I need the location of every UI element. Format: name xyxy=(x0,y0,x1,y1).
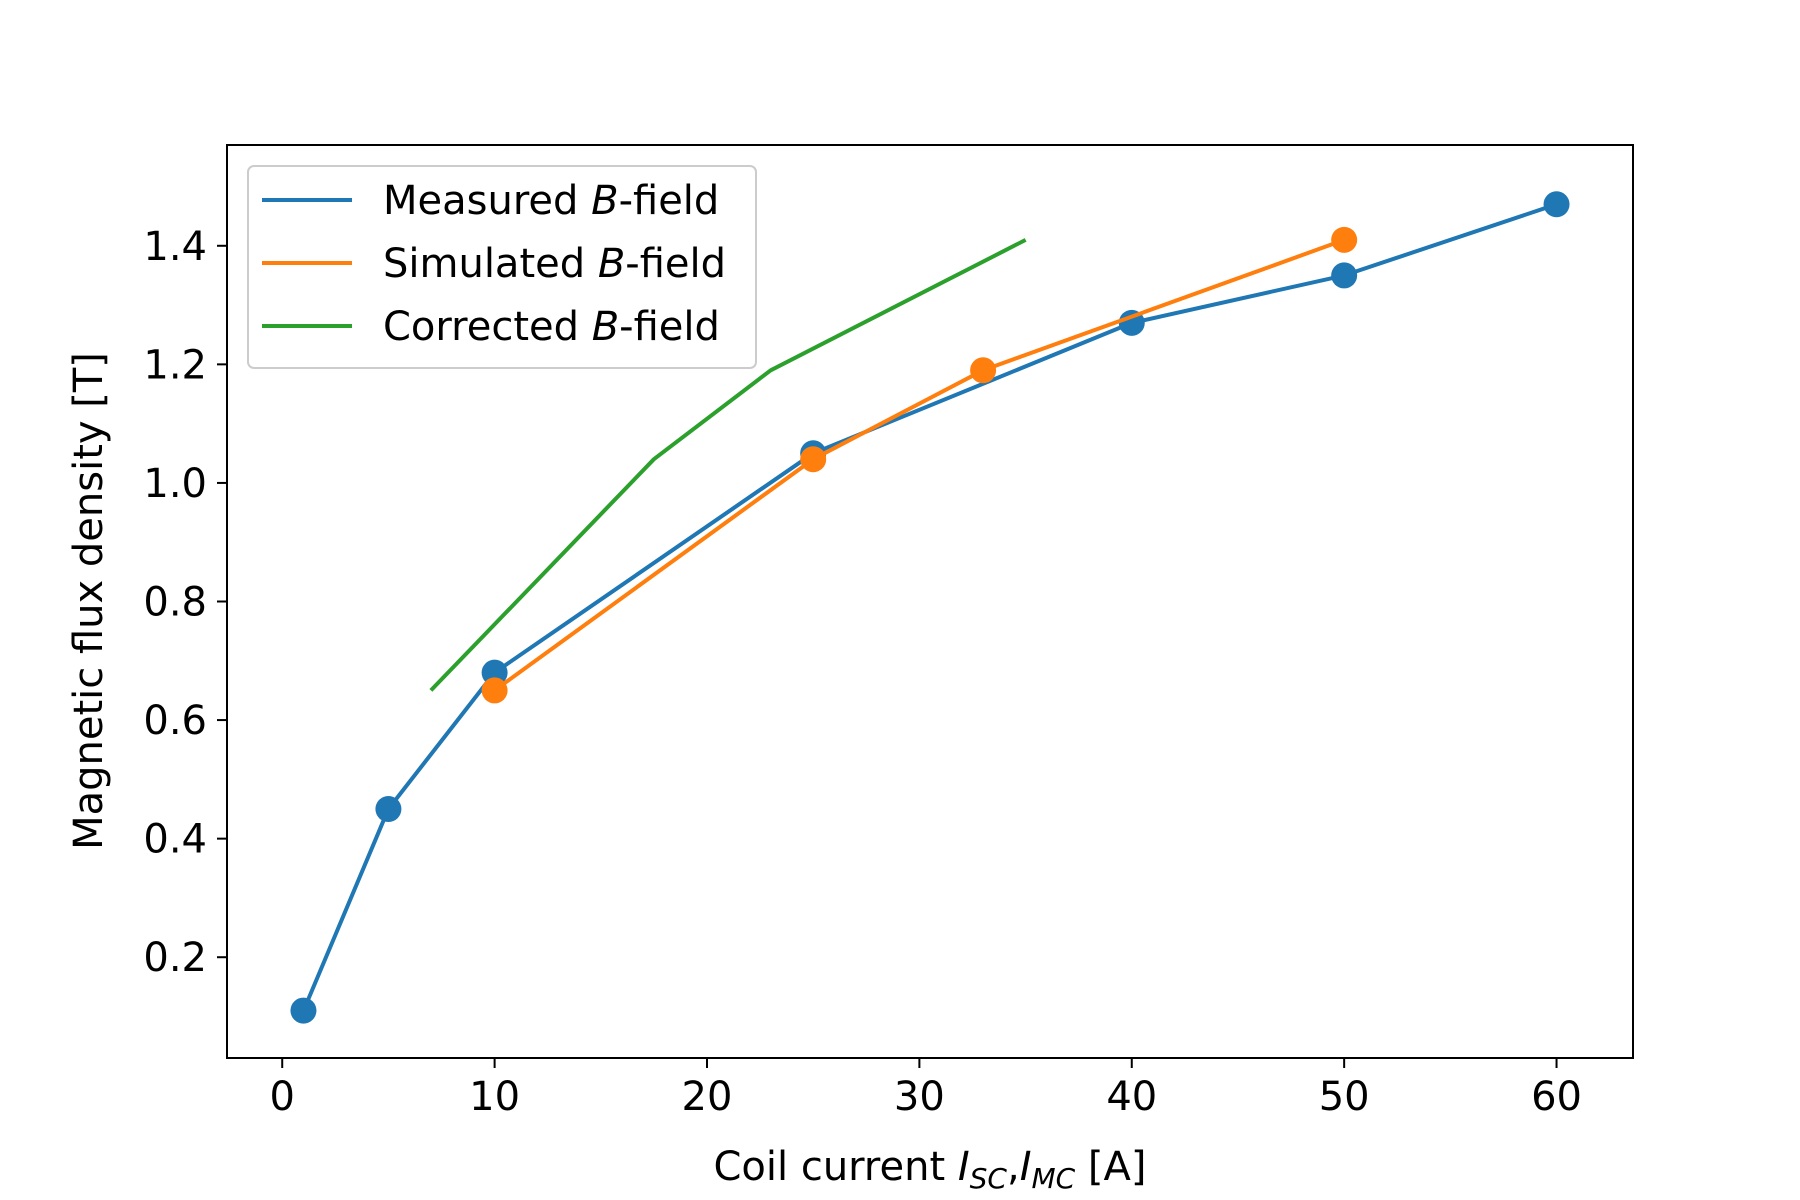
x-tick-label: 0 xyxy=(269,1074,294,1120)
x-tick-label: 60 xyxy=(1531,1074,1582,1120)
legend: Measured B-field Simulated B-field Correct… xyxy=(247,165,757,369)
y-tick-label: 0.8 xyxy=(143,580,207,626)
series-line-2 xyxy=(429,238,1027,692)
series-1-point xyxy=(800,446,827,473)
legend-box xyxy=(247,165,757,369)
y-tick-label: 0.6 xyxy=(143,698,207,744)
y-tick-label: 0.4 xyxy=(143,817,207,863)
y-axis: 0.2 0.4 0.6 0.8 1.0 1.2 1.4 xyxy=(143,224,227,981)
series-0-point xyxy=(1543,191,1570,218)
legend-label: Measured B-field xyxy=(383,178,719,224)
x-tick-label: 20 xyxy=(682,1074,733,1120)
x-axis: 0 10 20 30 40 50 60 xyxy=(269,1058,1582,1120)
plot-area xyxy=(290,191,1570,1024)
x-tick-label: 50 xyxy=(1319,1074,1370,1120)
legend-label: Corrected B-field xyxy=(383,304,720,350)
series-0-point xyxy=(290,997,317,1024)
series-line-1 xyxy=(493,238,1345,693)
series-0-point xyxy=(481,659,508,686)
y-axis-label: Magnetic flux density [T] xyxy=(66,352,112,850)
legend-label: Simulated B-field xyxy=(383,241,726,287)
x-tick-label: 40 xyxy=(1106,1074,1157,1120)
y-tick-label: 1.2 xyxy=(143,342,207,388)
x-axis-label: Coil current ISC,IMC [A] xyxy=(713,1144,1146,1195)
series-0-point xyxy=(375,796,402,822)
series-0-point xyxy=(1331,262,1358,289)
y-tick-label: 1.4 xyxy=(143,224,207,270)
y-tick-label: 1.0 xyxy=(143,461,207,507)
series-1-point xyxy=(970,357,997,384)
y-tick-label: 0.2 xyxy=(143,935,207,981)
series-1-point xyxy=(481,677,508,704)
series-1-point xyxy=(1331,226,1358,253)
x-tick-label: 30 xyxy=(894,1074,945,1120)
x-tick-label: 10 xyxy=(469,1074,520,1120)
legend-entries: Measured B-field Simulated B-field Correct… xyxy=(262,178,726,350)
